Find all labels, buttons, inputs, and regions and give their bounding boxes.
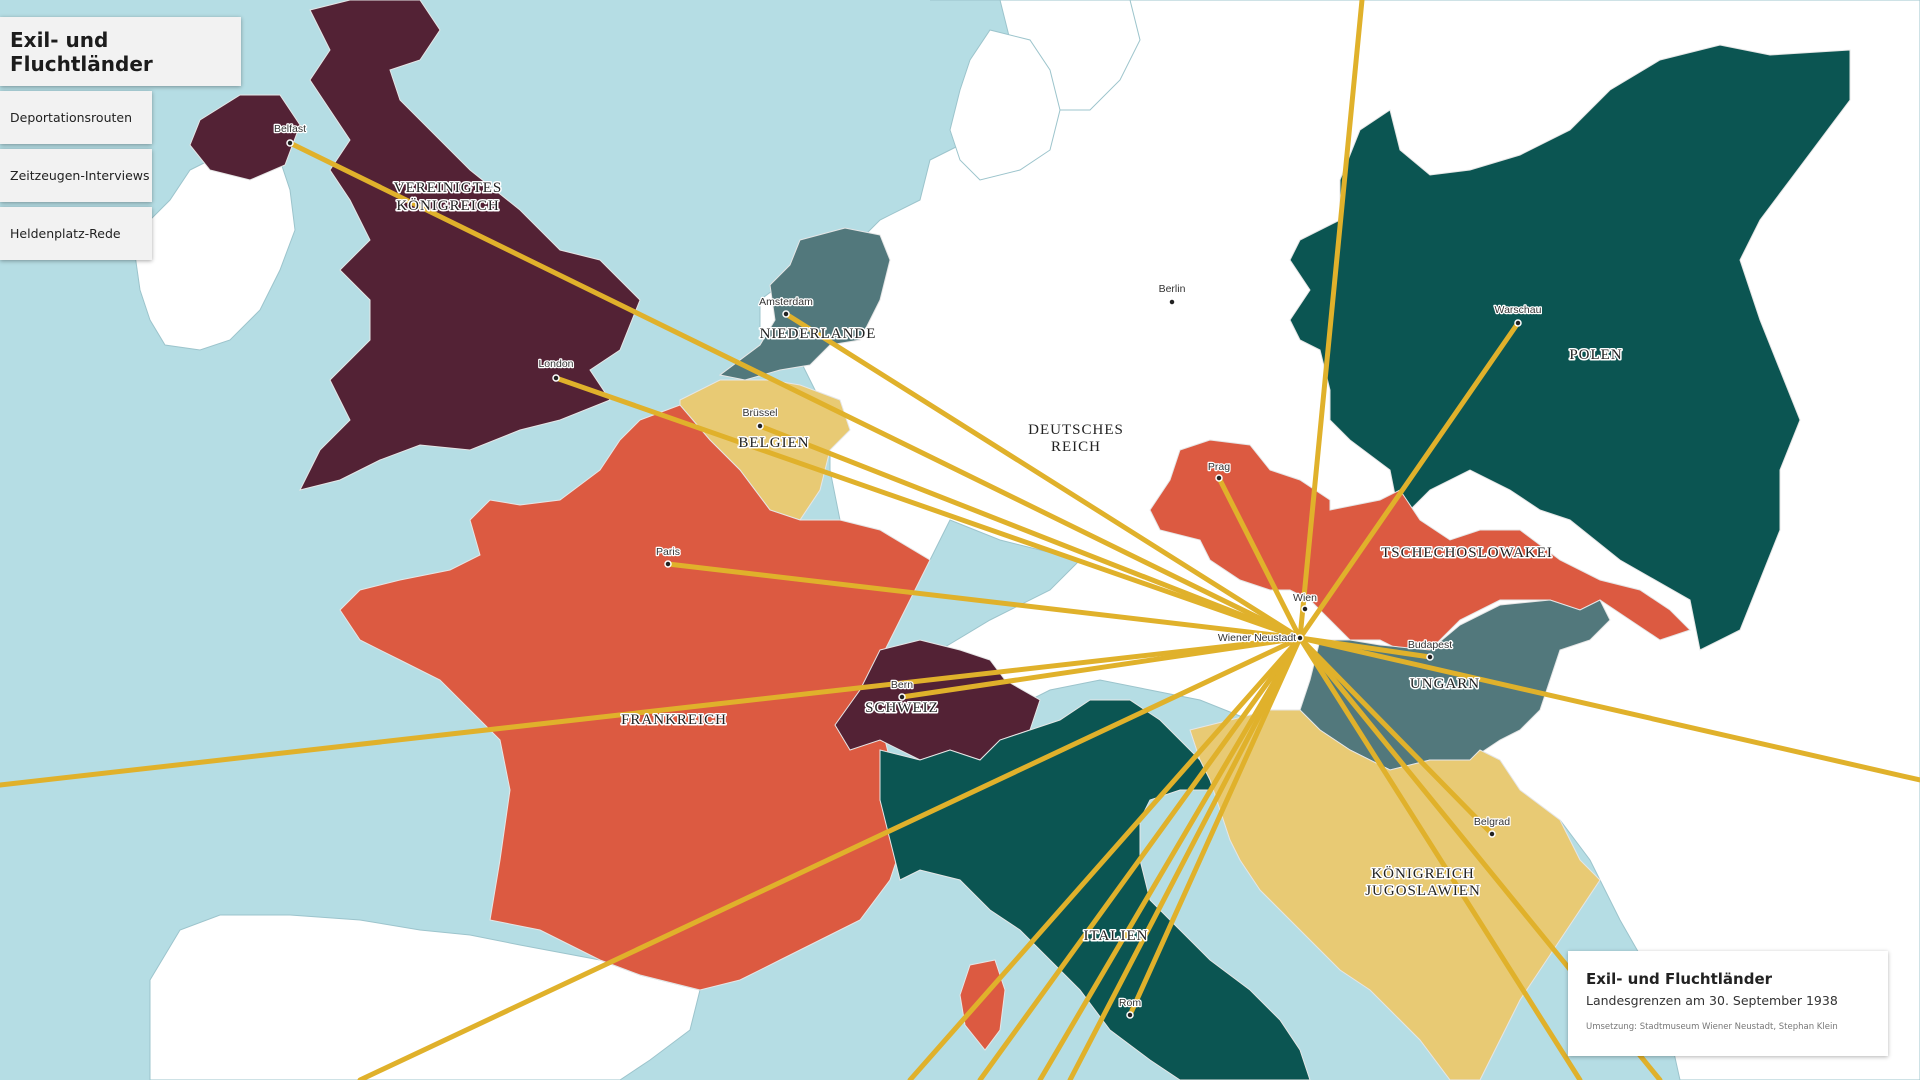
- svg-text:Belfast: Belfast: [274, 123, 306, 135]
- label-yugoslavia-line1: KÖNIGREICH: [1371, 865, 1474, 882]
- country-labels: VEREINIGTES KÖNIGREICH NIEDERLANDE BELGI…: [392, 179, 1623, 946]
- label-belgium: BELGIEN: [738, 435, 809, 451]
- exile-route-line: [977, 635, 1303, 1080]
- menu-title-exile-countries[interactable]: Exil- und Fluchtländer: [0, 17, 241, 86]
- exile-route-line: [1127, 635, 1303, 1018]
- exile-route-line: [757, 423, 1303, 641]
- city-berlin[interactable]: Berlin: [1157, 282, 1187, 306]
- menu-item-heldenplatz-speech[interactable]: Heldenplatz-Rede: [0, 207, 152, 260]
- city-wiener-neustadt[interactable]: Wiener Neustadt: [1217, 631, 1304, 645]
- exile-route-line: [0, 635, 1303, 788]
- label-uk-line2: KÖNIGREICH: [396, 197, 499, 214]
- svg-text:Warschau: Warschau: [1495, 304, 1542, 316]
- city-paris[interactable]: Paris: [655, 545, 681, 568]
- svg-text:Bern: Bern: [891, 679, 913, 691]
- exile-route-line: [1297, 0, 1365, 641]
- exile-route-line: [665, 561, 1303, 641]
- svg-text:Wiener Neustadt: Wiener Neustadt: [1218, 632, 1296, 644]
- exile-route-line: [1216, 475, 1303, 641]
- svg-text:Wien: Wien: [1293, 592, 1317, 604]
- exile-route-line: [1297, 635, 1583, 1080]
- exile-route-line: [357, 635, 1303, 1080]
- label-germany-line2: REICH: [1051, 439, 1101, 455]
- city-vienna[interactable]: Wien: [1292, 591, 1318, 613]
- country-uk[interactable]: [299, 0, 641, 491]
- city-bern[interactable]: Bern: [890, 678, 914, 701]
- menu-item-witness-interviews[interactable]: Zeitzeugen-Interviews: [0, 149, 152, 202]
- countries: [189, 0, 1851, 1080]
- label-switzerland: SCHWEIZ: [865, 700, 939, 716]
- city-warsaw[interactable]: Warschau: [1493, 303, 1543, 327]
- svg-text:Rom: Rom: [1119, 997, 1141, 1009]
- exile-route-line: [1297, 635, 1920, 783]
- info-title: Exil- und Fluchtländer: [1586, 970, 1773, 988]
- cities: Belfast London Amsterdam Brüssel Paris B…: [273, 122, 1543, 1019]
- info-subtitle: Landesgrenzen am 30. September 1938: [1586, 993, 1838, 1008]
- city-belfast[interactable]: Belfast: [273, 122, 307, 147]
- city-amsterdam[interactable]: Amsterdam: [758, 295, 814, 318]
- exile-route-line: [783, 311, 1303, 641]
- svg-text:Prag: Prag: [1208, 461, 1230, 473]
- country-france[interactable]: [339, 404, 931, 991]
- label-czechoslovakia: TSCHECHOSLOWAKEI: [1381, 545, 1553, 561]
- country-corsica[interactable]: [959, 959, 1006, 1051]
- label-germany-line1: DEUTSCHES: [1028, 422, 1124, 438]
- country-northern-ireland[interactable]: [189, 94, 301, 181]
- label-uk-line1: VEREINIGTES: [394, 180, 503, 196]
- exile-route-line: [907, 635, 1303, 1080]
- exile-route-line: [287, 140, 1303, 641]
- exile-route-line: [1037, 635, 1303, 1080]
- svg-text:Amsterdam: Amsterdam: [759, 296, 813, 308]
- city-rome[interactable]: Rom: [1118, 996, 1143, 1019]
- city-belgrade[interactable]: Belgrad: [1473, 815, 1512, 838]
- city-brussels[interactable]: Brüssel: [741, 406, 779, 430]
- label-italy: ITALIEN: [1084, 928, 1149, 944]
- country-poland[interactable]: [1289, 44, 1851, 651]
- label-poland: POLEN: [1569, 347, 1622, 363]
- label-hungary: UNGARN: [1410, 676, 1480, 692]
- svg-text:Belgrad: Belgrad: [1474, 816, 1510, 828]
- svg-text:London: London: [538, 358, 573, 370]
- svg-text:Paris: Paris: [656, 546, 680, 558]
- exile-route-line: [1297, 320, 1521, 641]
- svg-text:Budapest: Budapest: [1408, 639, 1452, 651]
- svg-text:Brüssel: Brüssel: [742, 407, 777, 419]
- iberia: [149, 914, 701, 1080]
- info-credit: Umsetzung: Stadtmuseum Wiener Neustadt, …: [1586, 1022, 1838, 1032]
- denmark: [949, 29, 1061, 181]
- label-france: FRANKREICH: [621, 712, 727, 728]
- info-box: Exil- und Fluchtländer Landesgrenzen am …: [1568, 951, 1888, 1056]
- country-czechoslovakia[interactable]: [1149, 439, 1691, 651]
- exile-route-line: [1297, 635, 1495, 837]
- city-prague[interactable]: Prag: [1207, 460, 1231, 482]
- label-yugoslavia-line2: JUGOSLAWIEN: [1365, 883, 1481, 899]
- exile-route-line: [1067, 635, 1303, 1080]
- label-netherlands: NIEDERLANDE: [760, 326, 877, 342]
- menu-item-deportation-routes[interactable]: Deportationsrouten: [0, 91, 152, 144]
- exile-route-line: [553, 375, 1303, 641]
- svg-text:Berlin: Berlin: [1159, 283, 1186, 295]
- exile-route-line: [1297, 635, 1433, 660]
- country-netherlands[interactable]: [718, 227, 891, 381]
- city-london[interactable]: London: [537, 357, 575, 382]
- city-budapest[interactable]: Budapest: [1407, 638, 1454, 661]
- country-italy[interactable]: [879, 699, 1311, 1080]
